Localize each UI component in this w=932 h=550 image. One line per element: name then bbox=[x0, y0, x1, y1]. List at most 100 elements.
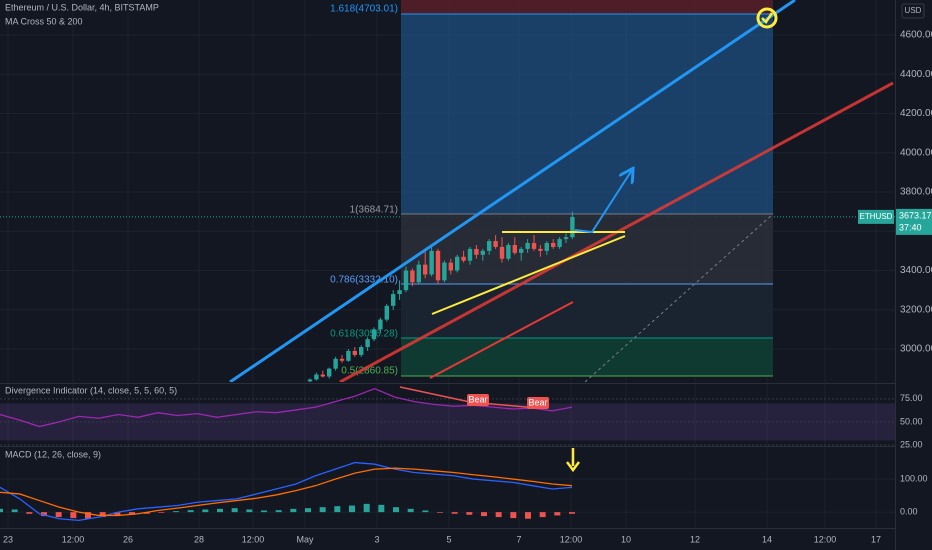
y-tick-label: 100.00 bbox=[900, 473, 928, 483]
histogram-bar bbox=[510, 512, 517, 519]
price-tag-label: 3673.17 bbox=[899, 210, 932, 220]
x-tick-label: 12 bbox=[690, 534, 700, 544]
candle-body bbox=[346, 350, 351, 361]
candles bbox=[307, 211, 575, 382]
trend-line bbox=[429, 301, 574, 379]
indicator-panes bbox=[0, 387, 895, 522]
drawings[interactable] bbox=[229, 0, 894, 382]
candle-body bbox=[435, 250, 441, 281]
histogram-bar bbox=[275, 510, 282, 513]
histogram-bar bbox=[569, 512, 575, 514]
candle-body bbox=[314, 374, 319, 380]
histogram-bar bbox=[539, 512, 546, 518]
candle-body bbox=[423, 264, 428, 275]
fib-label: 1.618(4703.01) bbox=[330, 4, 398, 15]
histogram-bar bbox=[451, 512, 458, 514]
histogram-bar bbox=[437, 512, 443, 513]
histogram-bar bbox=[41, 512, 47, 517]
price-tag bbox=[896, 208, 932, 235]
histogram-bar bbox=[319, 507, 326, 513]
histogram-bar bbox=[187, 510, 194, 513]
candle-body bbox=[403, 270, 409, 291]
bear-tag bbox=[467, 394, 489, 406]
signal-line bbox=[0, 467, 573, 517]
candle-body bbox=[384, 305, 389, 320]
candle-body bbox=[455, 256, 460, 271]
histogram-bar bbox=[407, 508, 414, 513]
candle-body bbox=[391, 294, 396, 306]
histogram-bar bbox=[99, 512, 106, 518]
y-tick-label: 3400.00 bbox=[900, 265, 932, 276]
fib-zone bbox=[401, 284, 773, 338]
bear-label: Bear bbox=[468, 394, 487, 404]
histogram-bar bbox=[55, 512, 62, 518]
histogram-bar bbox=[246, 509, 253, 513]
candle-body bbox=[397, 290, 402, 295]
candle-body bbox=[557, 239, 562, 247]
histogram-bar bbox=[202, 509, 209, 513]
y-tick-label: 3000.00 bbox=[900, 344, 932, 355]
candle-body bbox=[333, 358, 338, 369]
candle-body bbox=[378, 319, 383, 330]
histogram-bar bbox=[481, 512, 487, 517]
histogram-bar bbox=[525, 512, 531, 519]
x-tick-label: 5 bbox=[446, 534, 451, 544]
candle-body bbox=[327, 368, 332, 377]
histogram-bar bbox=[231, 508, 238, 513]
arrow bbox=[566, 448, 580, 473]
histogram-bar bbox=[217, 508, 223, 513]
currency-button[interactable] bbox=[901, 3, 925, 19]
candle-body bbox=[416, 264, 421, 283]
x-tick-label: 3 bbox=[374, 534, 379, 544]
target-icon bbox=[756, 7, 778, 29]
candle-body bbox=[512, 244, 517, 253]
x-tick-label: 7 bbox=[516, 534, 521, 544]
candle-body bbox=[474, 248, 479, 255]
fib-zone bbox=[401, 0, 773, 14]
candle-body bbox=[551, 243, 556, 247]
candle-body bbox=[339, 358, 345, 361]
histogram-bar bbox=[290, 508, 297, 513]
y-tick-label: 4400.00 bbox=[900, 69, 932, 80]
x-tick-label: 28 bbox=[194, 534, 204, 544]
histogram-bar bbox=[363, 503, 370, 513]
y-tick-label: 0.00 bbox=[900, 507, 918, 517]
currency: USD bbox=[905, 6, 922, 15]
histogram-bar bbox=[349, 505, 355, 513]
fib-label: 0.618(3056.28) bbox=[330, 329, 398, 340]
x-tick-label: 12:00 bbox=[62, 534, 85, 544]
trend-line bbox=[431, 235, 626, 315]
divergence-line bbox=[399, 386, 471, 403]
channel-line bbox=[229, 0, 796, 382]
symbol-tag bbox=[858, 209, 894, 224]
indicator-title: Divergence Indicator (14, close, 5, 5, 6… bbox=[5, 385, 177, 395]
candle-body bbox=[461, 256, 466, 261]
x-tick-label: 23 bbox=[3, 534, 13, 544]
histogram-bar bbox=[11, 509, 18, 513]
x-tick-label: 12:00 bbox=[560, 534, 583, 544]
candle-body bbox=[531, 243, 537, 249]
y-tick-label: 25.00 bbox=[900, 439, 923, 449]
y-tick-label: 3800.00 bbox=[900, 187, 932, 198]
check-icon bbox=[761, 12, 774, 24]
countdown-label: 37:40 bbox=[899, 222, 922, 232]
histogram-bar bbox=[305, 508, 311, 513]
candle-body bbox=[493, 241, 498, 247]
histogram-bar bbox=[129, 512, 135, 515]
study-title: MA Cross 50 & 200 bbox=[5, 16, 83, 26]
x-tick-label: 12:00 bbox=[814, 534, 837, 544]
candle-body bbox=[538, 248, 543, 251]
candle-body bbox=[506, 244, 511, 259]
arrow bbox=[574, 170, 632, 234]
bear-label: Bear bbox=[528, 397, 547, 407]
indicator-title: MACD (12, 26, close, 9) bbox=[5, 449, 101, 459]
x-tick-label: 14 bbox=[762, 534, 772, 544]
candle-body bbox=[525, 243, 530, 249]
fib-retracement[interactable] bbox=[401, 0, 774, 382]
histogram-bar bbox=[114, 512, 121, 516]
histogram-bar bbox=[158, 512, 165, 513]
y-tick-label: 4200.00 bbox=[900, 108, 932, 119]
candle-body bbox=[429, 250, 434, 275]
symbol-title: Ethereum / U.S. Dollar, 4h, BITSTAMP bbox=[5, 2, 159, 12]
